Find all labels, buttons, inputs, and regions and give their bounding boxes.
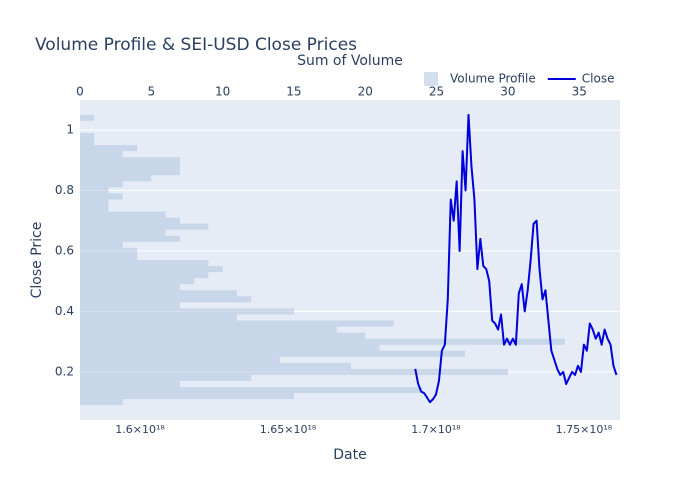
x2-tick-label: 15 bbox=[286, 85, 301, 99]
volume-bar bbox=[80, 205, 109, 212]
volume-bar bbox=[80, 187, 109, 194]
volume-bar bbox=[80, 302, 180, 309]
volume-bar bbox=[80, 393, 294, 400]
x-tick-label: 1.65×10¹⁸ bbox=[260, 423, 317, 436]
volume-bar bbox=[80, 272, 209, 279]
x2-tick-label: 35 bbox=[572, 85, 587, 99]
volume-bar bbox=[80, 175, 152, 182]
x2-axis-title: Sum of Volume bbox=[297, 53, 403, 69]
y-tick-label: 0.8 bbox=[55, 183, 74, 197]
x2-tick-label: 25 bbox=[429, 85, 444, 99]
volume-bar bbox=[80, 132, 95, 140]
x2-tick-label: 20 bbox=[358, 85, 373, 99]
volume-bar bbox=[80, 308, 294, 315]
x-tick-label: 1.7×10¹⁸ bbox=[411, 423, 461, 436]
y-tick-label: 0.2 bbox=[55, 364, 74, 378]
volume-bar bbox=[80, 260, 209, 267]
volume-bar bbox=[80, 380, 180, 388]
x2-tick-label: 30 bbox=[500, 85, 515, 99]
x2-tick-label: 10 bbox=[215, 85, 230, 99]
volume-bar bbox=[80, 387, 423, 394]
y-axis-title: Close Price bbox=[29, 222, 45, 299]
volume-bar bbox=[80, 193, 123, 200]
volume-bar bbox=[80, 114, 95, 121]
volume-bar bbox=[80, 344, 380, 351]
y-tick-label: 0.6 bbox=[55, 243, 74, 257]
volume-bar bbox=[80, 169, 180, 176]
x2-tick-label: 0 bbox=[76, 85, 84, 99]
volume-bar bbox=[80, 253, 138, 260]
volume-bar bbox=[80, 157, 180, 164]
volume-bar bbox=[80, 139, 95, 146]
legend-label: Close bbox=[582, 72, 615, 86]
volume-bar bbox=[80, 374, 252, 381]
volume-bar bbox=[80, 368, 508, 375]
close-line bbox=[414, 113, 618, 404]
volume-bar bbox=[80, 399, 123, 406]
volume-bar bbox=[80, 217, 180, 224]
x-tick-label: 1.6×10¹⁸ bbox=[115, 423, 165, 436]
volume-bar bbox=[80, 223, 209, 230]
y-tick-label: 0.4 bbox=[55, 304, 74, 318]
volume-bar bbox=[80, 326, 337, 333]
chart-title: Volume Profile & SEI-USD Close Prices bbox=[35, 35, 357, 55]
volume-bar bbox=[80, 241, 123, 248]
volume-bar bbox=[80, 350, 466, 357]
volume-bar bbox=[80, 314, 237, 321]
volume-bar bbox=[80, 284, 180, 291]
volume-bar bbox=[80, 151, 123, 158]
volume-bar bbox=[80, 266, 223, 273]
volume-bar bbox=[80, 338, 565, 345]
x-axis-title: Date bbox=[333, 447, 366, 463]
volume-bar bbox=[80, 296, 252, 303]
volume-bar bbox=[80, 320, 394, 327]
volume-bar bbox=[80, 163, 180, 170]
legend-swatch bbox=[424, 72, 438, 86]
volume-bar bbox=[80, 199, 109, 206]
volume-bar bbox=[80, 290, 237, 297]
x2-tick-label: 5 bbox=[147, 85, 155, 99]
x-tick-label: 1.75×10¹⁸ bbox=[556, 423, 613, 436]
volume-bar bbox=[80, 278, 195, 285]
volume-bar bbox=[80, 145, 138, 152]
volume-bar bbox=[80, 235, 180, 242]
volume-bar bbox=[80, 356, 280, 363]
volume-bar bbox=[80, 229, 166, 236]
volume-bar bbox=[80, 181, 123, 188]
volume-bar bbox=[80, 362, 351, 369]
volume-bar bbox=[80, 332, 366, 339]
y-tick-label: 1 bbox=[66, 122, 74, 136]
volume-bar bbox=[80, 247, 138, 254]
volume-bar bbox=[80, 211, 166, 218]
legend-label: Volume Profile bbox=[450, 72, 536, 86]
